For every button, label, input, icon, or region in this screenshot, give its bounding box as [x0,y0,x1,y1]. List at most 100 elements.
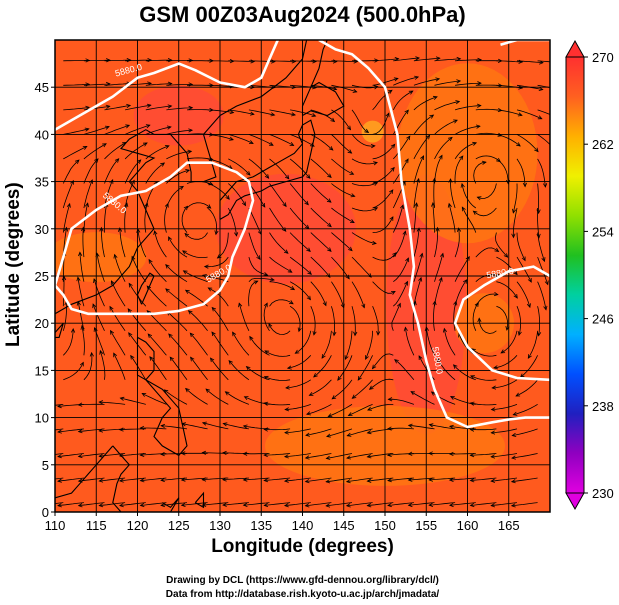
streamline-arrow [407,451,413,456]
streamline [413,57,440,62]
streamline-arrow [130,354,135,360]
streamline [346,502,373,507]
streamline-arrow [291,59,297,64]
streamline-arrow [114,158,120,163]
streamline-arrow [325,503,331,508]
streamline-arrow [396,302,401,308]
streamline [264,350,291,357]
streamline [269,60,296,62]
streamline [248,232,261,260]
colorbar-tick-label: 246 [592,312,614,327]
streamline [243,502,270,506]
streamline-arrow [511,455,516,460]
streamline [429,502,456,506]
streamline-arrow [238,302,243,308]
streamline-arrow [304,200,309,206]
streamline-arrow [85,105,90,110]
colorbar-min-arrow [565,492,585,511]
streamline [190,357,208,381]
streamline [165,264,188,283]
streamline [475,274,501,283]
streamline [461,183,477,209]
streamline-arrow [113,253,118,259]
streamline-arrow [127,308,132,313]
streamline [454,279,468,307]
streamline-arrow [349,170,355,175]
streamline [55,502,64,504]
streamline-arrow [404,158,409,164]
streamline-arrow [331,395,337,400]
streamline-arrow [77,429,83,434]
streamline [104,124,130,135]
streamline-arrow [460,182,465,188]
streamline [491,453,518,458]
streamline [331,232,353,251]
streamline [248,60,275,62]
streamline [149,356,167,381]
streamline-arrow [201,477,207,482]
streamline [78,403,105,406]
streamline-arrow [125,124,131,129]
streamline-arrow [313,373,318,378]
streamline [165,288,188,307]
streamline [393,135,411,160]
streamline [264,453,291,456]
streamline [104,83,131,86]
streamline [63,107,90,111]
streamline [413,155,424,184]
streamline [290,60,317,62]
streamline-arrow [328,146,334,151]
coastlines [55,40,345,512]
streamline-arrow [418,276,423,282]
streamline-arrow [389,189,394,194]
streamline-arrow [211,306,217,312]
streamline [387,477,414,481]
streamline [449,453,476,455]
streamline [168,236,188,258]
streamline [310,281,327,306]
streamline [434,101,460,111]
streamline-arrow [541,257,546,263]
streamline-arrow [99,349,104,355]
streamline [113,353,126,380]
streamline [119,228,126,258]
streamline [516,281,531,308]
x-tick-label: 110 [45,518,66,533]
streamline-arrow [543,305,548,311]
streamline [263,303,270,332]
streamline [405,327,415,356]
streamline [372,281,396,294]
streamline [184,232,208,240]
streamline [372,353,394,369]
y-tick-label: 35 [35,175,49,190]
streamline [434,119,458,135]
streamline-arrow [347,149,353,154]
streamline [223,423,249,430]
streamline-arrow [327,247,332,252]
streamline [269,256,293,273]
streamline [500,330,518,354]
streamline-arrow [456,56,462,62]
streamline-arrow [389,216,394,221]
streamline-arrow [410,391,416,396]
streamline-arrow [407,423,413,428]
streamline [454,256,470,282]
streamline [168,333,188,356]
streamline-arrow [449,396,455,400]
streamline-arrow [312,330,317,336]
x-tick-label: 140 [292,518,314,533]
streamline [516,60,543,64]
streamline [119,477,146,482]
streamline-arrow [516,142,521,147]
streamline-arrow [221,450,227,456]
streamline-arrow [168,333,173,339]
colorbar-max-arrow [565,39,585,58]
streamline [309,379,332,396]
streamline [57,502,84,507]
streamline-arrow [476,103,482,108]
streamline [434,277,443,307]
coastline [145,379,188,457]
streamline [62,301,67,331]
streamline-arrow [430,391,436,396]
